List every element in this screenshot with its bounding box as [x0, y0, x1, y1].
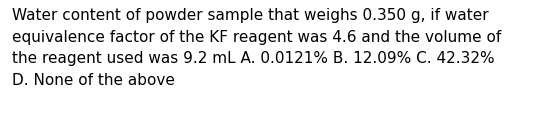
Text: Water content of powder sample that weighs 0.350 g, if water
equivalence factor : Water content of powder sample that weig… [12, 8, 501, 88]
